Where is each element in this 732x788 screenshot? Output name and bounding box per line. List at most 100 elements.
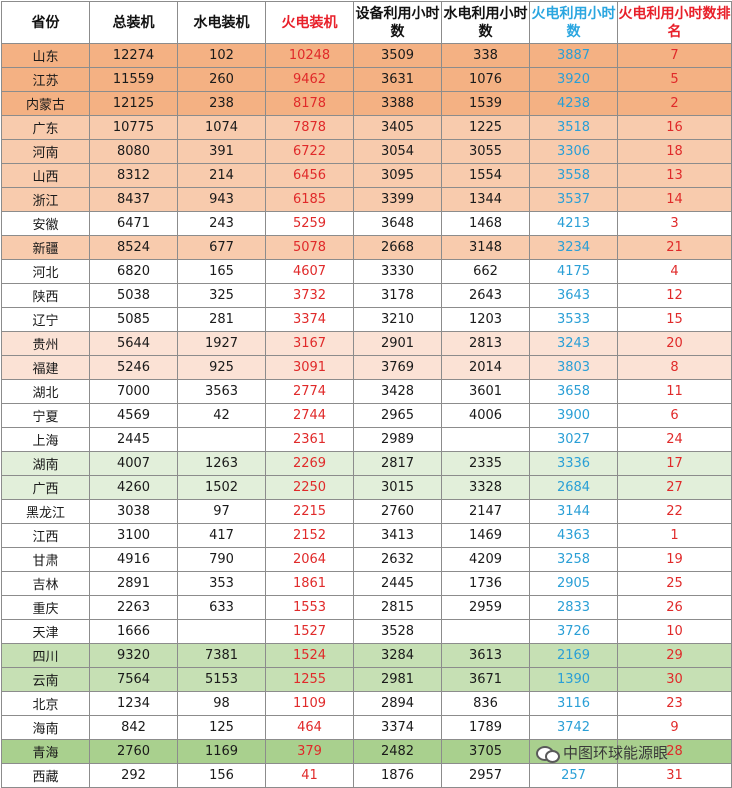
cell-thermal-capacity: 2774: [265, 379, 354, 404]
cell-total-capacity: 5644: [89, 331, 178, 356]
cell-thermal-capacity: 7878: [265, 115, 354, 140]
cell-province: 浙江: [1, 187, 90, 212]
cell-total-capacity: 8524: [89, 235, 178, 260]
header-total-capacity: 总装机: [89, 1, 178, 44]
cell-hydro-hours: 1736: [441, 571, 530, 596]
cell-equipment-hours: 2894: [353, 691, 442, 716]
cell-thermal-rank: 14: [617, 187, 732, 212]
cell-hydro-capacity: 260: [177, 67, 266, 92]
cell-total-capacity: 8437: [89, 187, 178, 212]
table-row: 江西 3100 417 2152 3413 1469 4363 1: [1, 523, 732, 548]
table-row: 青海 2760 1169 379 2482 3705 28: [1, 739, 732, 764]
table-row: 湖北 7000 3563 2774 3428 3601 3658 11: [1, 379, 732, 404]
cell-thermal-hours: 3336: [529, 451, 618, 476]
cell-hydro-capacity: 42: [177, 403, 266, 428]
cell-hydro-capacity: 677: [177, 235, 266, 260]
cell-hydro-hours: 3671: [441, 667, 530, 692]
table-row: 云南 7564 5153 1255 2981 3671 1390 30: [1, 667, 732, 692]
table-row: 宁夏 4569 42 2744 2965 4006 3900 6: [1, 403, 732, 428]
cell-hydro-hours: 1789: [441, 715, 530, 740]
cell-total-capacity: 8080: [89, 139, 178, 164]
cell-equipment-hours: 2760: [353, 499, 442, 524]
table-row: 贵州 5644 1927 3167 2901 2813 3243 20: [1, 331, 732, 356]
cell-equipment-hours: 2989: [353, 427, 442, 452]
cell-hydro-hours: 1468: [441, 211, 530, 236]
cell-thermal-rank: 8: [617, 355, 732, 380]
cell-hydro-capacity: 925: [177, 355, 266, 380]
cell-thermal-hours: 2905: [529, 571, 618, 596]
cell-thermal-capacity: 379: [265, 739, 354, 764]
cell-thermal-rank: 12: [617, 283, 732, 308]
table-row: 四川 9320 7381 1524 3284 3613 2169 29: [1, 643, 732, 668]
cell-hydro-hours: 2959: [441, 595, 530, 620]
header-equipment-utilization-hours: 设备利用小时数: [353, 1, 442, 44]
cell-province: 贵州: [1, 331, 90, 356]
cell-thermal-rank: 25: [617, 571, 732, 596]
table-row: 北京 1234 98 1109 2894 836 3116 23: [1, 691, 732, 716]
cell-thermal-hours: 3537: [529, 187, 618, 212]
cell-hydro-hours: 1225: [441, 115, 530, 140]
cell-thermal-capacity: 5078: [265, 235, 354, 260]
cell-thermal-capacity: 1524: [265, 643, 354, 668]
cell-thermal-hours: 3243: [529, 331, 618, 356]
cell-thermal-capacity: 41: [265, 763, 354, 788]
cell-thermal-hours: 3518: [529, 115, 618, 140]
cell-province: 吉林: [1, 571, 90, 596]
cell-total-capacity: 10775: [89, 115, 178, 140]
cell-thermal-hours: 3144: [529, 499, 618, 524]
cell-hydro-hours: 836: [441, 691, 530, 716]
cell-thermal-rank: 10: [617, 619, 732, 644]
cell-province: 北京: [1, 691, 90, 716]
watermark: 中图环球能源眼: [536, 742, 668, 763]
cell-thermal-hours: 257: [529, 763, 618, 788]
cell-thermal-capacity: 1861: [265, 571, 354, 596]
cell-hydro-hours: 4209: [441, 547, 530, 572]
cell-total-capacity: 842: [89, 715, 178, 740]
table-row: 黑龙江 3038 97 2215 2760 2147 3144 22: [1, 499, 732, 524]
cell-hydro-capacity: 790: [177, 547, 266, 572]
header-thermal-utilization-hours: 火电利用小时数: [529, 1, 618, 44]
table-row: 甘肃 4916 790 2064 2632 4209 3258 19: [1, 547, 732, 572]
cell-hydro-hours: 1344: [441, 187, 530, 212]
cell-thermal-hours: 2684: [529, 475, 618, 500]
cell-province: 黑龙江: [1, 499, 90, 524]
table-row: 江苏 11559 260 9462 3631 1076 3920 5: [1, 67, 732, 92]
cell-hydro-capacity: 1169: [177, 739, 266, 764]
cell-equipment-hours: 3413: [353, 523, 442, 548]
cell-thermal-capacity: 2152: [265, 523, 354, 548]
cell-province: 青海: [1, 739, 90, 764]
header-province: 省份: [1, 1, 90, 44]
cell-hydro-hours: 3148: [441, 235, 530, 260]
cell-thermal-capacity: 3374: [265, 307, 354, 332]
table-row: 安徽 6471 243 5259 3648 1468 4213 3: [1, 211, 732, 236]
cell-hydro-hours: 2813: [441, 331, 530, 356]
cell-province: 陕西: [1, 283, 90, 308]
cell-province: 福建: [1, 355, 90, 380]
table-row: 西藏 292 156 41 1876 2957 257 31: [1, 763, 732, 788]
cell-thermal-rank: 4: [617, 259, 732, 284]
cell-total-capacity: 6820: [89, 259, 178, 284]
cell-thermal-hours: 3643: [529, 283, 618, 308]
cell-equipment-hours: 3509: [353, 43, 442, 68]
table-row: 上海 2445 2361 2989 3027 24: [1, 427, 732, 452]
cell-thermal-rank: 20: [617, 331, 732, 356]
cell-total-capacity: 12274: [89, 43, 178, 68]
cell-total-capacity: 12125: [89, 91, 178, 116]
cell-province: 四川: [1, 643, 90, 668]
cell-province: 安徽: [1, 211, 90, 236]
cell-hydro-capacity: 281: [177, 307, 266, 332]
cell-thermal-hours: 3558: [529, 163, 618, 188]
cell-equipment-hours: 3330: [353, 259, 442, 284]
cell-total-capacity: 1666: [89, 619, 178, 644]
cell-hydro-hours: 2147: [441, 499, 530, 524]
cell-thermal-capacity: 2064: [265, 547, 354, 572]
cell-total-capacity: 2263: [89, 595, 178, 620]
cell-province: 江西: [1, 523, 90, 548]
header-thermal-capacity: 火电装机: [265, 1, 354, 44]
cell-total-capacity: 5246: [89, 355, 178, 380]
cell-total-capacity: 5085: [89, 307, 178, 332]
cell-hydro-capacity: 633: [177, 595, 266, 620]
cell-hydro-capacity: 98: [177, 691, 266, 716]
cell-equipment-hours: 2632: [353, 547, 442, 572]
